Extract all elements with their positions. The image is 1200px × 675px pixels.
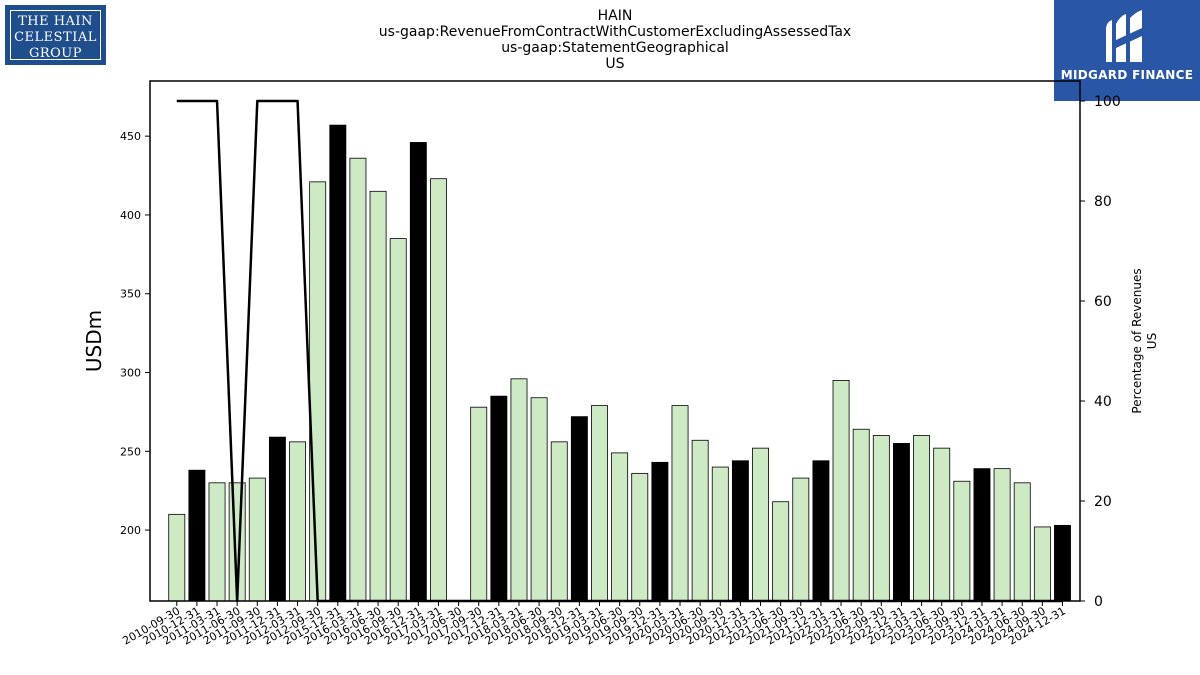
bar-2015-12-31 [329,124,347,602]
bar-2016-12-31 [409,142,427,602]
bar-2018-06-30 [530,397,548,602]
bar-2016-06-30 [369,190,387,602]
bar-2024-12-31 [1054,524,1071,602]
bar-2011-03-31 [208,482,226,602]
bar-2023-06-30 [933,447,951,602]
bar-2022-09-30 [872,435,890,602]
bar-2018-03-31 [510,378,528,602]
bar-2021-03-31 [752,447,769,602]
midgard-mark-icon [1106,10,1142,62]
bar-2010-09-30 [168,513,186,602]
y-tick-label: 450 [120,130,141,143]
logo-left-line-2: CELESTIAL [14,30,97,45]
bar-2019-09-30 [631,472,649,602]
logo-left-line-3: GROUP [28,46,83,61]
midgard-finance-logo: MIDGARD FINANCE [1054,0,1200,101]
bar-2022-06-30 [852,428,870,602]
bar-2016-03-31 [349,157,367,602]
midgard-brand-text: MIDGARD FINANCE [1060,68,1194,82]
y2-tick-label: 60 [1094,294,1112,310]
hain-celestial-logo: THE HAIN CELESTIAL GROUP [5,5,106,65]
y-axis-label: USDm [82,310,106,372]
bar-2023-09-30 [953,480,971,602]
bar-2019-12-31 [651,461,669,602]
bar-2017-09-30 [470,406,488,602]
chart-title-line-4: US [605,56,625,72]
bar-2016-09-30 [389,238,407,602]
bar-2012-03-31 [289,441,307,602]
bar-2019-03-31 [591,405,608,602]
chart-title-line-2: us-gaap:RevenueFromContractWithCustomerE… [378,24,852,40]
bar-2023-03-31 [913,435,931,602]
y2-axis-label-line-2: US [1145,333,1159,349]
bar-2020-06-30 [691,439,709,602]
bar-2024-03-31 [993,468,1011,602]
y-tick-label: 400 [120,209,141,222]
chart-title-line-3: us-gaap:StatementGeographical [501,40,729,56]
y-tick-label: 250 [120,445,141,458]
bar-2021-12-31 [812,460,830,602]
bar-2024-09-30 [1033,526,1051,602]
bar-2020-03-31 [671,405,689,602]
bar-2012-09-30 [309,181,327,602]
y2-tick-label: 80 [1094,194,1112,210]
y-tick-label: 200 [120,524,141,537]
bar-2018-09-30 [550,441,568,602]
bar-2019-06-30 [611,452,629,602]
bar-2017-03-31 [430,178,447,602]
y-tick-label: 300 [120,367,141,380]
y2-tick-label: 100 [1094,94,1121,110]
y-tick-label: 350 [120,288,141,301]
bar-2020-12-31 [731,460,749,602]
bar-2020-09-30 [711,466,729,602]
bar-2011-12-31 [268,436,286,602]
plot-frame [149,80,1081,602]
y2-tick-label: 40 [1094,394,1112,410]
bar-2023-12-31 [973,468,991,602]
y2-tick-label: 0 [1094,594,1103,610]
bar-2011-09-30 [248,477,266,602]
bar-2010-12-31 [188,469,206,602]
bar-2017-12-31 [490,395,508,602]
bar-2024-06-30 [1013,482,1031,602]
chart-title-line-1: HAIN [597,8,633,24]
bar-2021-09-30 [792,477,810,602]
y2-tick-label: 20 [1094,494,1112,510]
logo-left-line-1: THE HAIN [18,14,93,29]
bar-2021-06-30 [772,501,790,602]
bar-2018-12-31 [570,416,588,602]
y2-axis-label-line-1: Percentage of Revenues [1130,268,1144,413]
bar-2022-12-31 [893,443,910,602]
bar-2022-03-31 [832,379,850,602]
